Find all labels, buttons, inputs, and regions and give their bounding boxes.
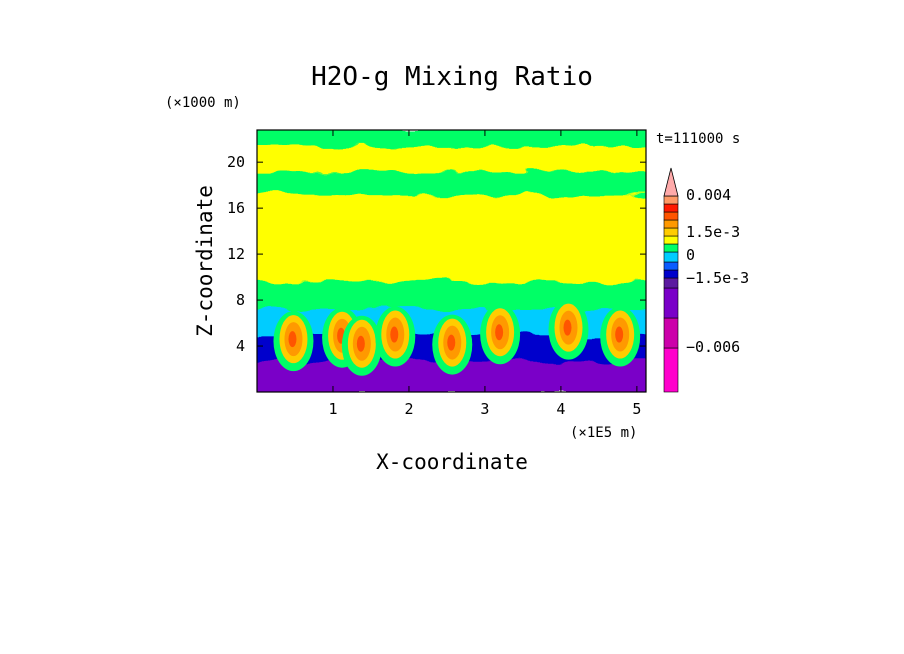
x-tick-label: 1: [328, 400, 337, 418]
colorbar-segment: [663, 287, 679, 319]
plume-center: [288, 331, 297, 348]
colorbar-tick-label: 0: [686, 246, 695, 264]
colorbar-tick-label: 0.004: [686, 186, 731, 204]
time-label: t=111000 s: [656, 131, 740, 147]
colorbar-segment: [663, 277, 679, 289]
colorbar-tick-label: 1.5e-3: [686, 223, 740, 241]
x-tick-label: 3: [480, 400, 489, 418]
y-tick-label: 4: [236, 337, 245, 355]
colorbar-segment: [663, 261, 679, 271]
plot-frame: [256, 129, 647, 393]
colorbar-segment: [663, 227, 679, 237]
plot-area: [257, 130, 646, 392]
field-plumes: [273, 299, 641, 376]
plume-center: [495, 324, 504, 341]
y-axis: 4 8 12 16 20: [227, 153, 646, 355]
y-tick-label: 8: [236, 291, 245, 309]
colorbar-arrow: [663, 167, 679, 197]
field-band: [257, 280, 646, 314]
colorbar: [663, 167, 679, 393]
colorbar-segment: [663, 347, 679, 393]
colorbar-segment: [663, 317, 679, 349]
field-band: [257, 146, 646, 176]
x-axis: 1 2 3 4 5: [328, 130, 641, 418]
y-axis-label: Z-coordinate: [193, 185, 217, 337]
plume-center: [447, 334, 456, 351]
colorbar-segment: [663, 235, 679, 245]
field-band: [257, 171, 646, 199]
colorbar-segment: [663, 219, 679, 229]
plume-center: [356, 335, 365, 352]
plume-center: [615, 326, 624, 343]
colorbar-segment: [663, 269, 679, 279]
colorbar-segment: [663, 251, 679, 263]
x-axis-label: X-coordinate: [376, 450, 528, 474]
colorbar-segment: [663, 195, 679, 205]
x-tick-label: 2: [404, 400, 413, 418]
colorbar-segment: [663, 203, 679, 213]
y-tick-label: 16: [227, 199, 245, 217]
plume-center: [390, 326, 399, 343]
colorbar-tick-label: −0.006: [686, 338, 740, 356]
y-unit-label: (×1000 m): [165, 95, 241, 111]
field-band: [257, 194, 646, 285]
x-tick-label: 4: [556, 400, 565, 418]
colorbar-tick-label: −1.5e-3: [686, 269, 749, 287]
plume-center: [563, 319, 572, 336]
field-band: [257, 130, 646, 151]
chart-title: H2O-g Mixing Ratio: [311, 62, 593, 92]
colorbar-segment: [663, 211, 679, 221]
colorbar-labels: 0.004 1.5e-3 0 −1.5e-3 −0.006: [686, 186, 749, 356]
y-tick-label: 12: [227, 245, 245, 263]
x-tick-label: 5: [632, 400, 641, 418]
x-unit-label: (×1E5 m): [570, 425, 637, 441]
y-tick-label: 20: [227, 153, 245, 171]
colorbar-segment: [663, 243, 679, 253]
